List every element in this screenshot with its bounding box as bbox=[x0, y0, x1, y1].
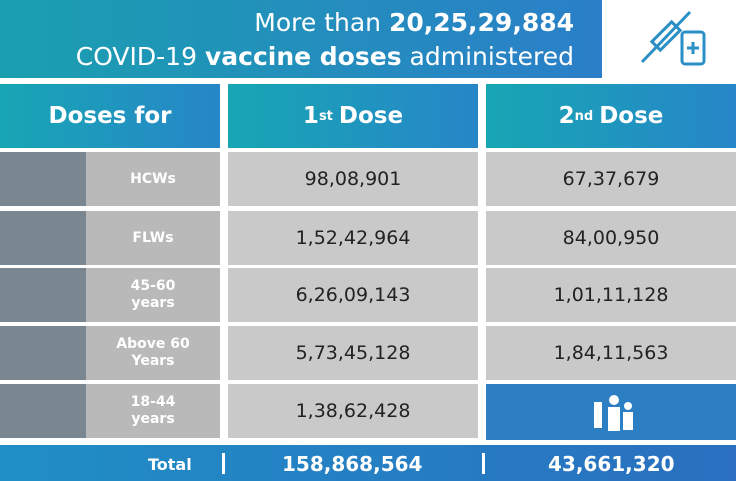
row-label-cell: FLWs bbox=[86, 211, 220, 265]
cell-value: 1,84,11,563 bbox=[553, 342, 669, 364]
cell-value: 98,08,901 bbox=[304, 168, 402, 190]
header-text: 2 bbox=[558, 103, 575, 129]
people-icon bbox=[594, 395, 633, 431]
title-text: administered bbox=[409, 42, 574, 71]
row-label-cell: 45-60 years bbox=[86, 268, 220, 322]
value-cell: 5,73,45,128 bbox=[228, 326, 478, 380]
row-label: 45-60 bbox=[130, 278, 176, 294]
cell-value: 6,26,09,143 bbox=[295, 284, 411, 306]
header-text: Dose bbox=[599, 103, 664, 129]
column-header: Doses for bbox=[0, 84, 220, 148]
value-cell: 1,84,11,563 bbox=[486, 326, 736, 380]
header-sup: st bbox=[318, 108, 333, 124]
row-label: FLWs bbox=[132, 229, 174, 246]
value-cell: 1,52,42,964 bbox=[228, 211, 478, 265]
title-text: COVID-19 bbox=[75, 42, 197, 71]
icon-cell bbox=[486, 384, 736, 440]
header-sup: nd bbox=[574, 108, 594, 124]
banner: More than 20,25,29,884 COVID-19 vaccine … bbox=[0, 0, 602, 78]
row-label: HCWs bbox=[130, 170, 176, 187]
row-label: years bbox=[131, 411, 175, 427]
row-label: years bbox=[131, 295, 175, 311]
header-text: Dose bbox=[338, 103, 404, 129]
title-number: 20,25,29,884 bbox=[388, 8, 574, 37]
vaccine-icon bbox=[602, 0, 736, 78]
row-photo bbox=[0, 326, 86, 380]
row-label-cell: Above 60 Years bbox=[86, 326, 220, 380]
cell-value: 84,00,950 bbox=[562, 227, 660, 249]
title-text: More than bbox=[254, 8, 381, 37]
row-label: 18-44 bbox=[130, 394, 176, 410]
row-photo bbox=[0, 268, 86, 322]
row-photo bbox=[0, 211, 86, 265]
value-cell: 67,37,679 bbox=[486, 152, 736, 206]
row-label: Above 60 bbox=[116, 336, 190, 352]
separator bbox=[222, 453, 225, 474]
value-cell: 84,00,950 bbox=[486, 211, 736, 265]
value-cell: 1,38,62,428 bbox=[228, 384, 478, 438]
value-cell: 1,01,11,128 bbox=[486, 268, 736, 322]
row-label-cell: HCWs bbox=[86, 152, 220, 206]
cell-value: 5,73,45,128 bbox=[295, 342, 411, 364]
cell-value: 1,52,42,964 bbox=[295, 227, 411, 249]
total-value: 158,868,564 bbox=[282, 452, 423, 476]
icon bbox=[640, 10, 706, 66]
row-label: Years bbox=[131, 353, 175, 369]
cell-value: 1,01,11,128 bbox=[553, 284, 669, 306]
row-photo bbox=[0, 152, 86, 206]
row-label-cell: 18-44 years bbox=[86, 384, 220, 438]
title-bold: vaccine doses bbox=[204, 42, 402, 71]
header-text: Doses for bbox=[48, 103, 172, 129]
cell-value: 67,37,679 bbox=[562, 168, 660, 190]
row-photo bbox=[0, 384, 86, 438]
cell-value: 1,38,62,428 bbox=[295, 400, 411, 422]
value-cell: 98,08,901 bbox=[228, 152, 478, 206]
separator bbox=[482, 453, 485, 474]
header-text: 1 bbox=[302, 103, 319, 129]
total-row: Total 158,868,564 43,661,320 bbox=[0, 445, 736, 481]
total-label: Total bbox=[148, 455, 192, 474]
total-value: 43,661,320 bbox=[548, 452, 675, 476]
value-cell: 6,26,09,143 bbox=[228, 268, 478, 322]
